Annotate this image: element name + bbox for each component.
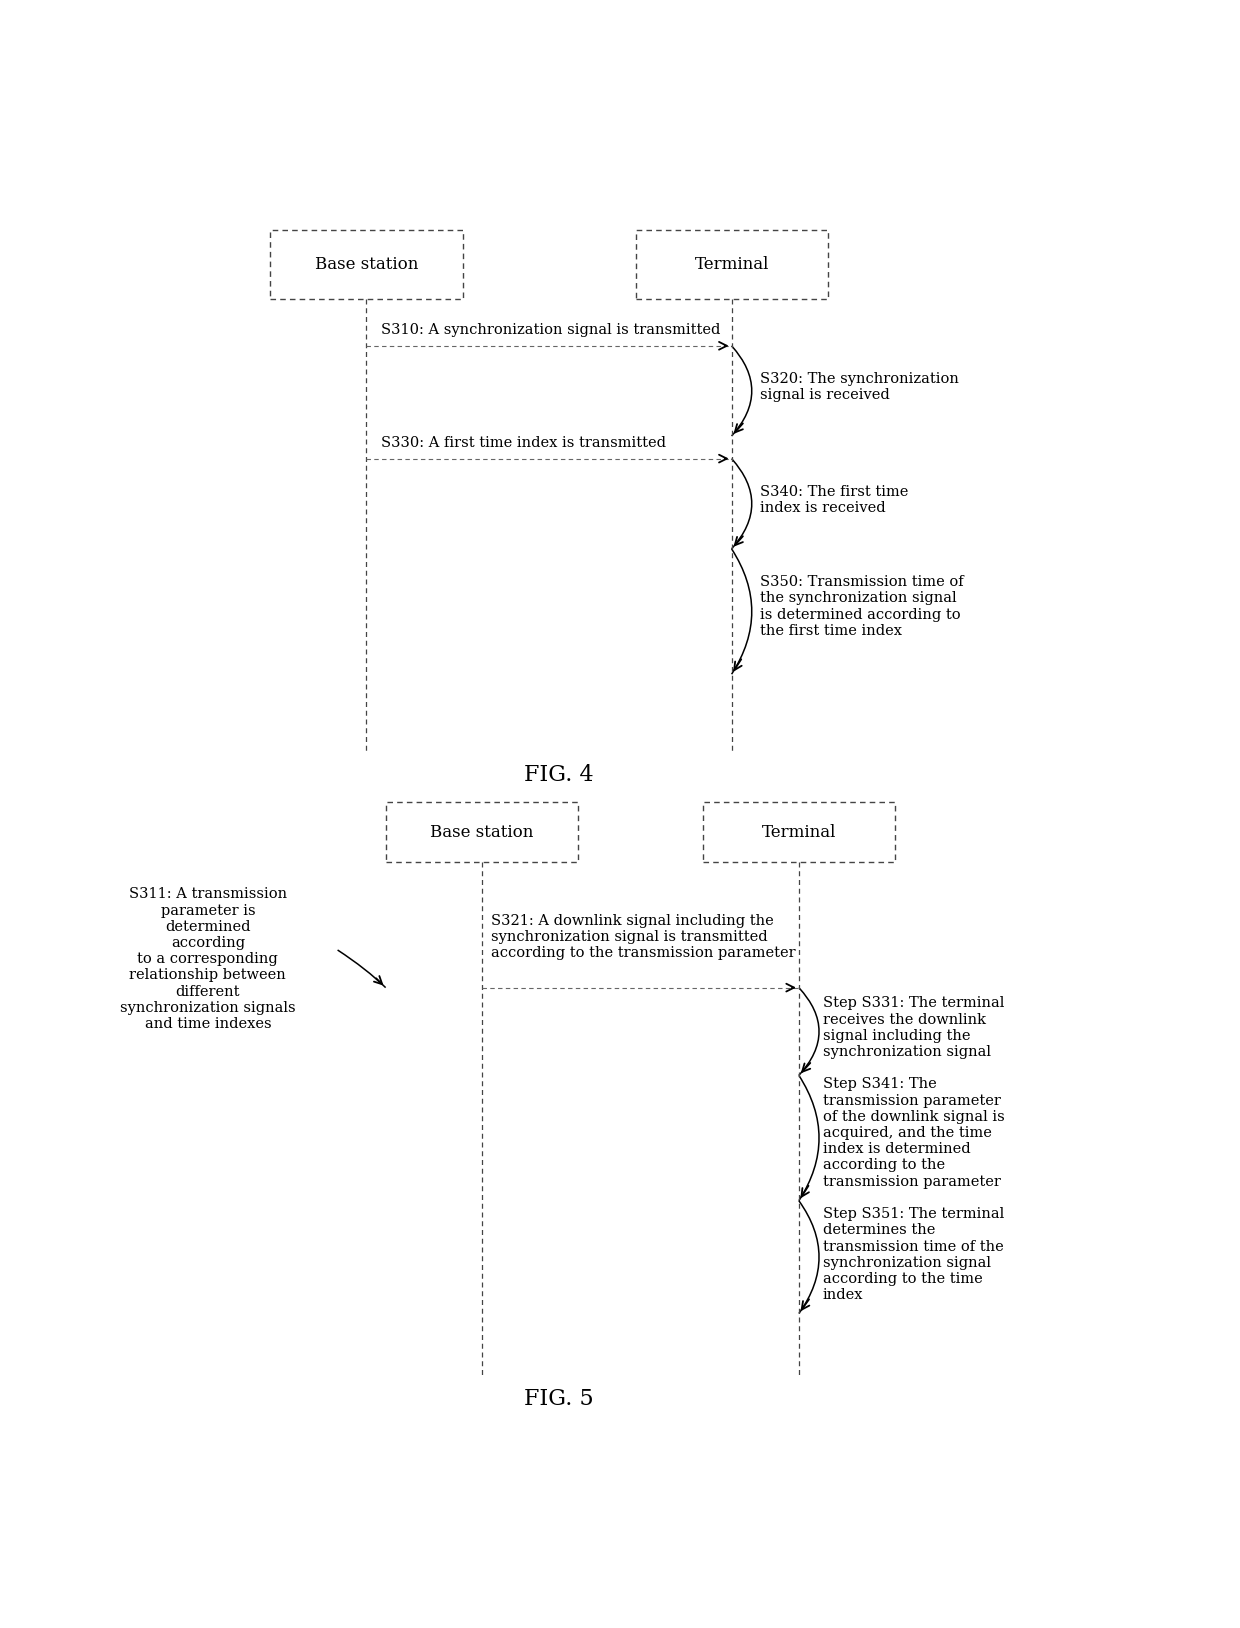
Text: Step S331: The terminal
receives the downlink
signal including the
synchronizati: Step S331: The terminal receives the dow… (823, 996, 1004, 1060)
Text: Base station: Base station (430, 824, 533, 840)
Text: Terminal: Terminal (694, 256, 769, 274)
Bar (635, 230, 828, 300)
Text: Step S351: The terminal
determines the
transmission time of the
synchronization : Step S351: The terminal determines the t… (823, 1206, 1004, 1302)
Text: S340: The first time
index is received: S340: The first time index is received (760, 485, 909, 514)
Text: Terminal: Terminal (761, 824, 836, 840)
Text: S310: A synchronization signal is transmitted: S310: A synchronization signal is transm… (381, 322, 720, 337)
Text: S320: The synchronization
signal is received: S320: The synchronization signal is rece… (760, 373, 960, 402)
Text: S330: A first time index is transmitted: S330: A first time index is transmitted (381, 436, 666, 449)
Text: S311: A transmission
parameter is
determined
according
to a corresponding
relati: S311: A transmission parameter is determ… (120, 887, 295, 1031)
Text: FIG. 4: FIG. 4 (523, 764, 594, 785)
Text: Step S341: The
transmission parameter
of the downlink signal is
acquired, and th: Step S341: The transmission parameter of… (823, 1078, 1004, 1188)
Text: S321: A downlink signal including the
synchronization signal is transmitted
acco: S321: A downlink signal including the sy… (491, 913, 796, 961)
Bar (703, 803, 895, 863)
Bar (386, 803, 578, 863)
Text: Base station: Base station (315, 256, 418, 274)
Text: FIG. 5: FIG. 5 (523, 1387, 594, 1410)
Text: S350: Transmission time of
the synchronization signal
is determined according to: S350: Transmission time of the synchroni… (760, 575, 963, 638)
Bar (270, 230, 463, 300)
